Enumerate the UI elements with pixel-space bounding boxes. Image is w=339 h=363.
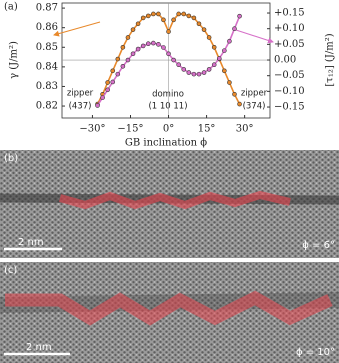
- data-point: [196, 71, 202, 77]
- data-point: [237, 13, 242, 19]
- scale-bar-label: 2 nm: [18, 237, 44, 248]
- y2-axis-title: [τ₁₂] (J/m²): [325, 33, 336, 86]
- micrograph-c: (c) 2 nm ϕ = 10°: [0, 262, 339, 363]
- data-point: [130, 27, 136, 32]
- data-point: [176, 11, 181, 17]
- data-point: [211, 62, 217, 68]
- data-point: [115, 56, 121, 62]
- y-tick-label: 0.84: [36, 61, 58, 72]
- y2-tick-label: +0.10: [274, 23, 305, 34]
- data-point: [166, 29, 171, 34]
- data-point: [120, 44, 126, 50]
- data-point: [186, 70, 192, 75]
- x-tick-label: 30°: [236, 124, 254, 135]
- data-point: [120, 63, 126, 69]
- data-point: [151, 11, 156, 17]
- panel-label: (b): [4, 153, 18, 164]
- x-tick-label: −30°: [79, 124, 105, 135]
- data-point: [181, 11, 187, 17]
- y-tick-label: 0.86: [36, 22, 58, 33]
- data-point: [166, 51, 171, 57]
- data-point: [222, 48, 227, 53]
- data-point: [222, 68, 227, 74]
- data-point: [156, 42, 161, 47]
- y2-tick-label: −0.10: [274, 86, 305, 97]
- panel-label: (c): [4, 265, 17, 276]
- y2-tick-label: +0.15: [274, 8, 305, 19]
- chart: (a) γ (J/m²) [τ₁₂] (J/m²) GB inclination…: [4, 2, 336, 149]
- y-tick-label: 0.85: [36, 42, 58, 53]
- annotation: domino: [152, 90, 184, 100]
- data-point: [237, 101, 242, 107]
- data-point: [227, 38, 232, 44]
- data-point: [232, 91, 237, 97]
- annotation: (374): [243, 102, 266, 112]
- x-axis-title: GB inclination ϕ: [125, 138, 207, 149]
- arrow: [53, 21, 101, 37]
- data-point: [135, 46, 141, 52]
- data-point: [232, 26, 237, 31]
- data-point: [161, 45, 166, 50]
- caption: ϕ = 10°: [296, 347, 335, 358]
- caption: ϕ = 6°: [302, 240, 335, 251]
- data-point: [161, 17, 166, 23]
- data-point: [110, 79, 116, 85]
- y2-tick-label: 0.00: [274, 55, 296, 66]
- x-tick-label: 0°: [163, 124, 174, 135]
- data-point: [201, 27, 207, 32]
- data-point: [176, 62, 181, 68]
- annotation: zipper: [67, 89, 94, 99]
- y-tick-label: 0.83: [36, 81, 58, 92]
- data-point: [171, 57, 176, 63]
- annotation: (437): [69, 102, 92, 112]
- annotation: (1 10 11): [148, 102, 187, 112]
- data-point: [135, 21, 141, 27]
- data-point: [115, 71, 121, 77]
- data-point: [95, 103, 100, 108]
- x-tick-label: 15°: [198, 124, 216, 135]
- data-point: [110, 68, 116, 74]
- data-point: [211, 44, 217, 50]
- data-point: [145, 41, 151, 47]
- micrograph-b: (b) 2 nm ϕ = 6°: [0, 150, 339, 258]
- data-point: [206, 67, 212, 72]
- y-tick-label: 0.82: [36, 101, 58, 112]
- data-point: [171, 17, 176, 23]
- data-point: [140, 15, 146, 21]
- y-tick-label: 0.87: [36, 3, 58, 14]
- data-point: [145, 13, 151, 19]
- data-point: [216, 56, 222, 61]
- data-point: [181, 67, 187, 72]
- data-point: [105, 87, 110, 93]
- data-point: [130, 51, 136, 57]
- data-point: [191, 71, 197, 77]
- y2-tick-label: −0.15: [274, 102, 305, 113]
- annotation: zipper: [241, 89, 268, 99]
- data-point: [125, 57, 131, 63]
- data-point: [151, 40, 156, 46]
- panel-label: (a): [4, 2, 18, 13]
- data-point: [105, 80, 110, 85]
- y-axis-title: γ (J/m²): [9, 41, 20, 79]
- data-point: [186, 13, 192, 19]
- data-point: [227, 80, 232, 85]
- scale-bar-label: 2 nm: [26, 342, 52, 353]
- data-point: [140, 43, 146, 49]
- data-point: [206, 35, 212, 40]
- y2-tick-label: +0.05: [274, 39, 305, 50]
- data-point: [100, 95, 105, 100]
- data-point: [156, 11, 161, 17]
- data-point: [196, 21, 202, 27]
- arrow: [235, 29, 274, 44]
- y2-tick-label: −0.05: [274, 70, 305, 81]
- x-tick-label: −15°: [117, 124, 143, 135]
- data-point: [125, 35, 131, 40]
- data-point: [201, 70, 207, 75]
- data-point: [191, 15, 197, 21]
